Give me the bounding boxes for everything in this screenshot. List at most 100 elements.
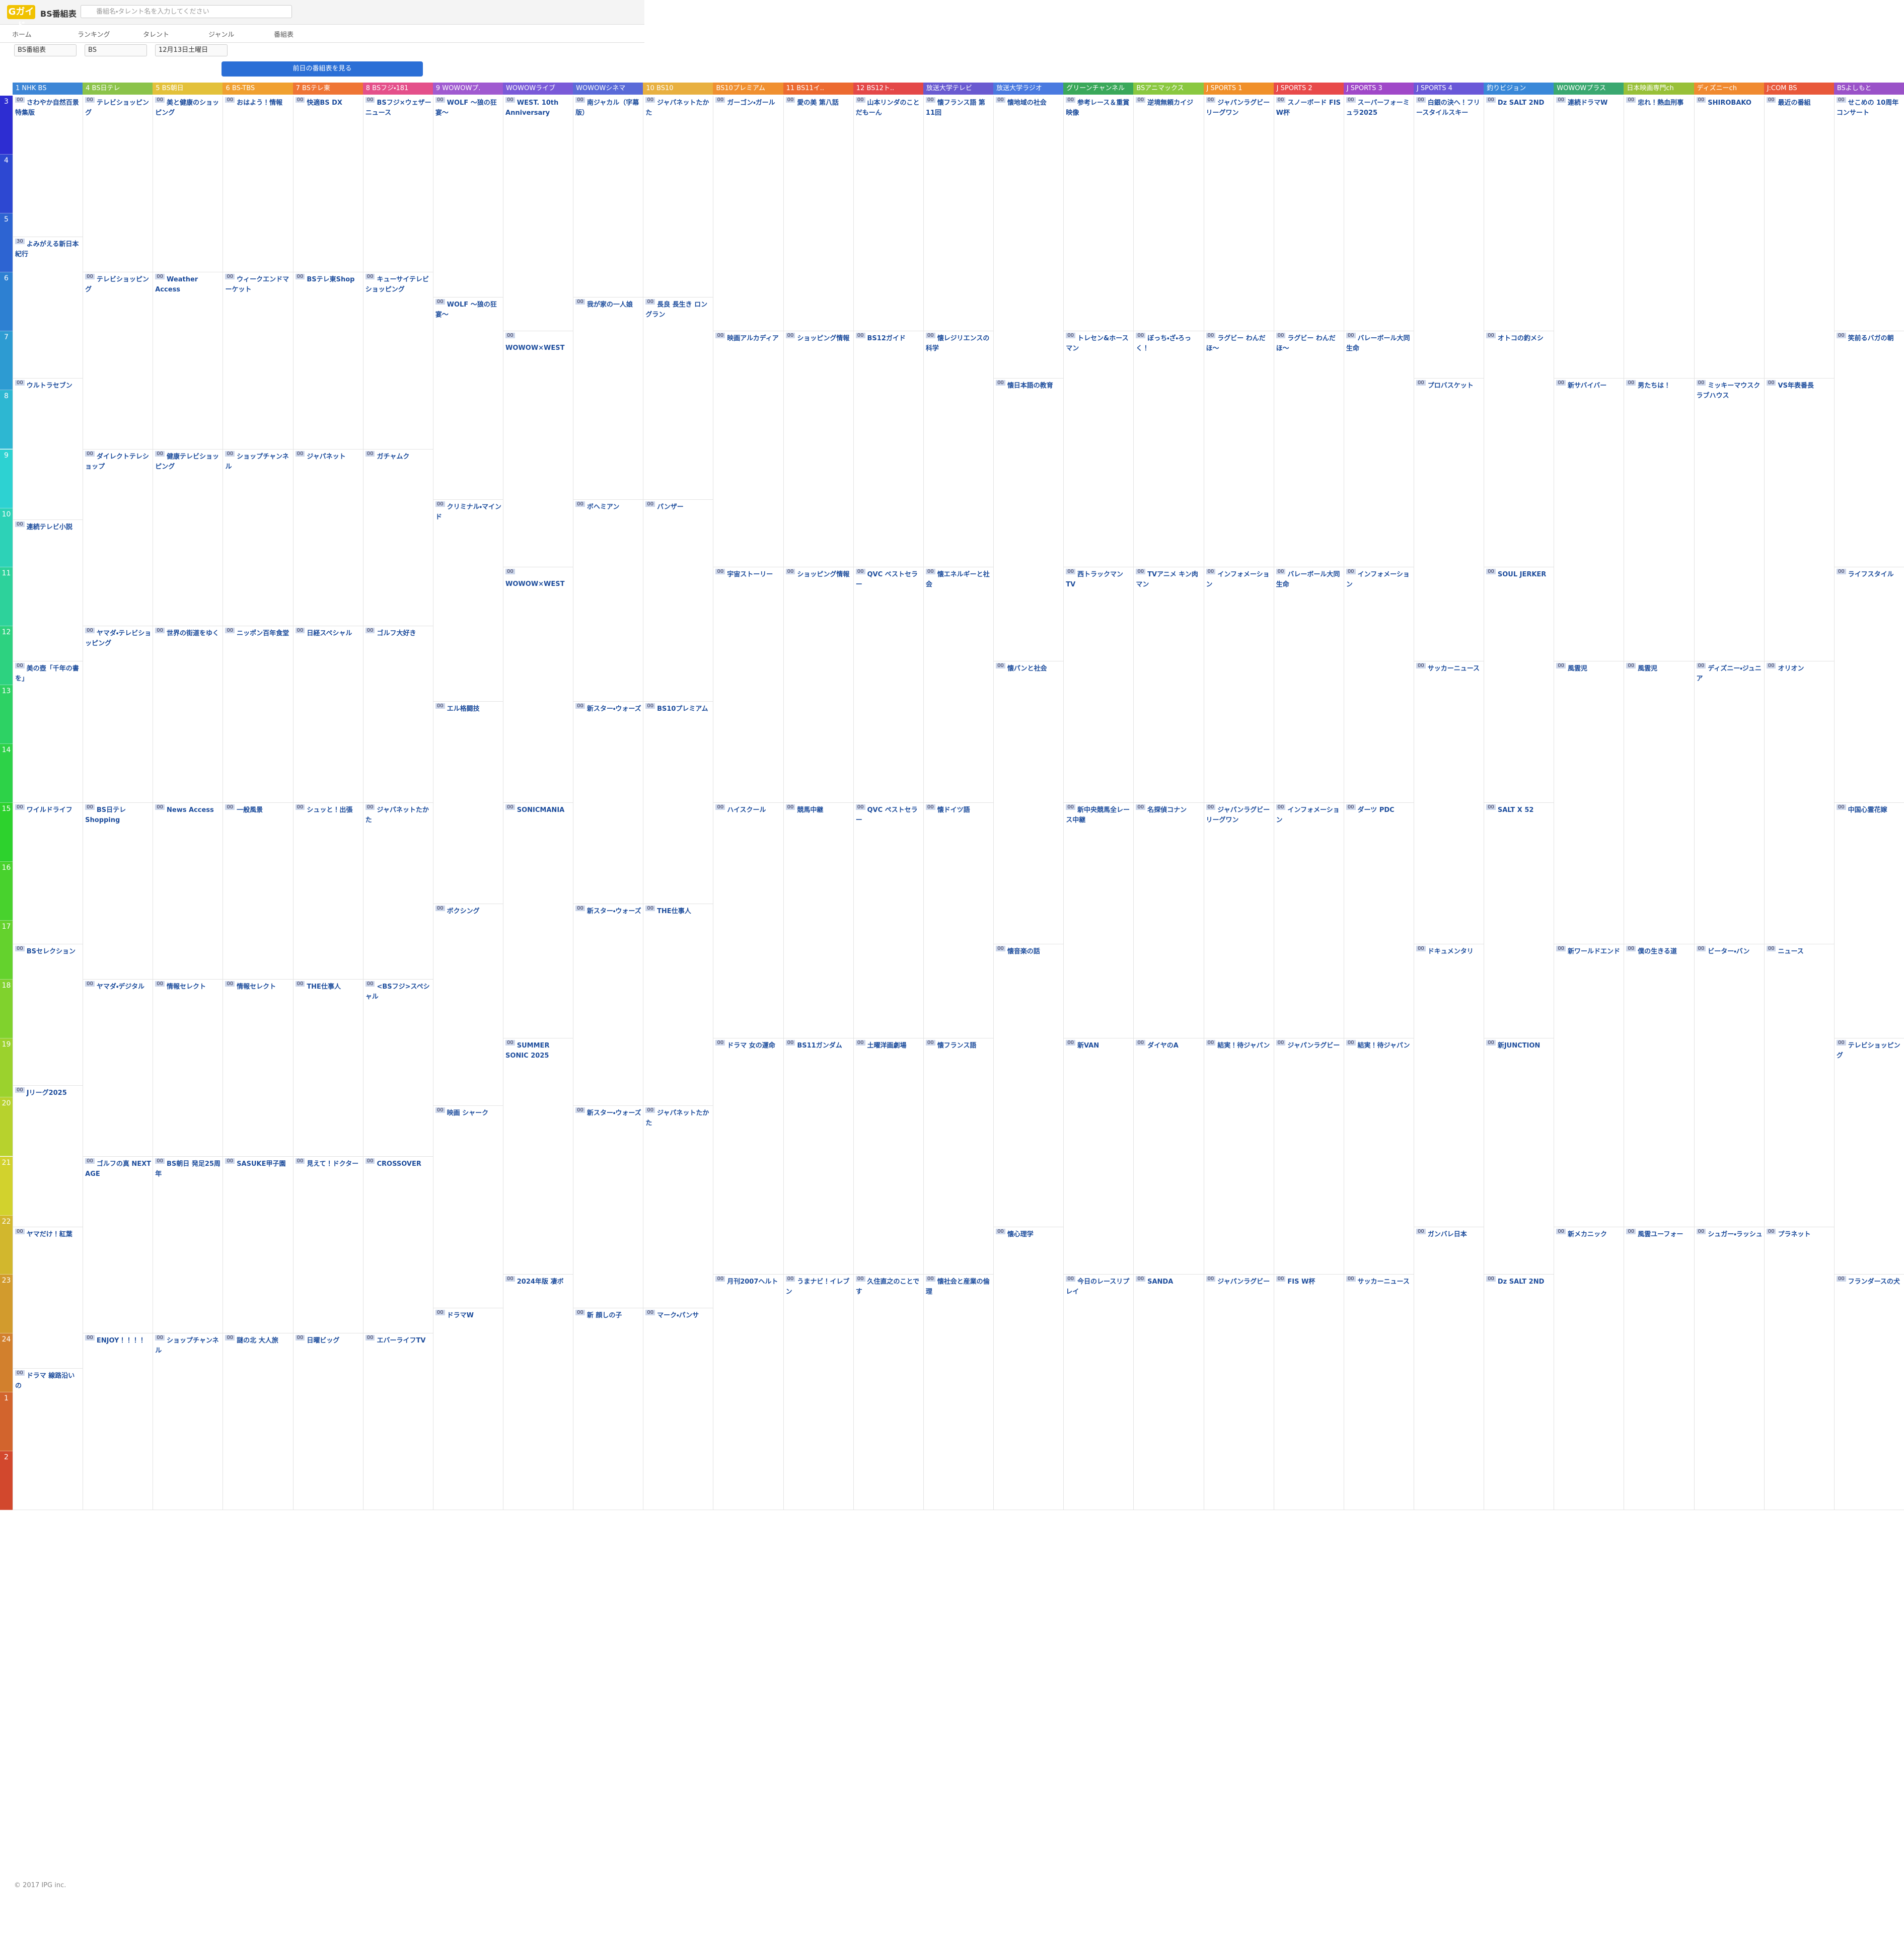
- program[interactable]: 00 THE仕事人: [643, 904, 714, 1106]
- program[interactable]: 00 謎の北 大人旅: [223, 1333, 294, 1510]
- program[interactable]: 00 WEST. 10th Anniversary: [503, 96, 574, 332]
- program[interactable]: 00 2024年版 凄ボ: [503, 1274, 574, 1510]
- filter-select[interactable]: BS番組表: [14, 44, 77, 56]
- channel-name[interactable]: WOWOWシネマ: [573, 83, 643, 95]
- nav-link[interactable]: ランキング: [78, 31, 110, 39]
- program-title[interactable]: 懐社会と産業の倫理: [925, 1278, 990, 1296]
- program[interactable]: 00 News Access: [153, 803, 224, 980]
- program-title[interactable]: 新スター・ウォーズ: [587, 705, 641, 713]
- program-title[interactable]: BSフジ×ウェザーニュース: [365, 99, 431, 117]
- program-title[interactable]: 南ジャカル（字幕版）: [575, 99, 639, 117]
- program-title[interactable]: 映画 シャーク: [447, 1109, 489, 1117]
- program[interactable]: 00 ダイレクトテレショップ: [83, 449, 154, 626]
- program-title[interactable]: バレーボール大同生命: [1346, 335, 1410, 353]
- program-title[interactable]: WEST. 10th Anniversary: [505, 99, 559, 117]
- program-title[interactable]: プロバスケット: [1427, 382, 1474, 390]
- channel-name[interactable]: 6 BS-TBS: [223, 83, 293, 95]
- program-title[interactable]: ディズニー・ジュニア: [1696, 665, 1762, 683]
- program-title[interactable]: 新VAN: [1077, 1042, 1100, 1050]
- program[interactable]: 00 QVC ペストセラー: [853, 803, 924, 1039]
- program-title[interactable]: トレセン&ホースマン: [1066, 335, 1129, 353]
- program-title[interactable]: スノーボード FIS W杯: [1276, 99, 1341, 117]
- program-title[interactable]: SONICMANIA: [517, 806, 565, 814]
- program[interactable]: 00 新JUNCTION: [1484, 1038, 1555, 1275]
- program-title[interactable]: プラネット: [1778, 1231, 1811, 1238]
- program[interactable]: 00 日経スペシャル: [293, 626, 363, 803]
- program[interactable]: 00 ウルトラセブン: [13, 379, 84, 520]
- program[interactable]: 00 新中央競馬全レース中継: [1064, 803, 1134, 1039]
- program-title[interactable]: 新スター・ウォーズ: [587, 907, 641, 915]
- program[interactable]: 00 SHIROBAKO: [1694, 96, 1765, 379]
- program[interactable]: 00 懐レジリエンスの科学: [923, 331, 994, 567]
- program-title[interactable]: 懐パンと社会: [1007, 665, 1047, 673]
- program-title[interactable]: SOUL JERKER: [1497, 570, 1547, 578]
- program[interactable]: 00 ボヘミアン: [573, 499, 644, 702]
- program[interactable]: 00 中国心霊花嫁: [1834, 803, 1904, 1039]
- program[interactable]: 00 サッカーニュース: [1414, 661, 1485, 944]
- program-title[interactable]: 西トラックマンTV: [1066, 570, 1123, 588]
- program-title[interactable]: ドキュメンタリ: [1427, 948, 1474, 955]
- program-title[interactable]: テレビショッピング: [85, 99, 149, 117]
- program-title[interactable]: 山本リンダのことだもーん: [855, 99, 920, 117]
- program-title[interactable]: 懐エネルギーと社会: [925, 570, 990, 588]
- program[interactable]: 00 ドラマ 女の運命: [713, 1038, 784, 1275]
- program[interactable]: 00 FIS W杯: [1274, 1274, 1344, 1510]
- program-title[interactable]: テレビショッピング: [1836, 1042, 1900, 1060]
- program-title[interactable]: BS11ガンダム: [797, 1042, 842, 1050]
- program-title[interactable]: ジャパンラグビー リーグワン: [1206, 806, 1270, 824]
- program[interactable]: 00 ジャパンラグビー リーグワン: [1204, 96, 1274, 332]
- program-title[interactable]: 懐フランス語: [937, 1042, 977, 1050]
- program-title[interactable]: マーク・パンサ: [657, 1311, 699, 1319]
- program-title[interactable]: 宇宙ストーリー: [727, 570, 773, 578]
- program-title[interactable]: インフォメーション: [1206, 570, 1270, 588]
- channel-name[interactable]: 11 BS11イ..: [783, 83, 853, 95]
- nav-link[interactable]: ホーム: [12, 31, 32, 39]
- program-title[interactable]: SHIROBAKO: [1708, 99, 1751, 107]
- program[interactable]: 00 インフォメーション: [1204, 567, 1274, 803]
- program[interactable]: 00 新サバイバー: [1554, 379, 1625, 661]
- program-title[interactable]: 新ワールドエンド: [1567, 948, 1620, 955]
- program-title[interactable]: ジャパネット: [307, 453, 346, 461]
- program-title[interactable]: 情報セレクト: [237, 983, 276, 991]
- program-title[interactable]: 謎の北 大人旅: [237, 1336, 278, 1345]
- filter-select[interactable]: BS: [85, 44, 147, 56]
- program-title[interactable]: 今日のレースリプレイ: [1066, 1278, 1130, 1296]
- channel-name[interactable]: グリーンチャンネル: [1063, 83, 1134, 95]
- program[interactable]: 00 SALT X 52: [1484, 803, 1555, 1039]
- channel-name[interactable]: BS10プレミアム: [713, 83, 783, 95]
- program[interactable]: 00 SASUKE甲子園: [223, 1156, 294, 1333]
- program[interactable]: 00 Weather Access: [153, 272, 224, 450]
- program[interactable]: 00 ドキュメンタリ: [1414, 944, 1485, 1227]
- program[interactable]: 00 新スター・ウォーズ: [573, 702, 644, 904]
- program[interactable]: 00 バレーボール大同生命: [1344, 331, 1414, 567]
- channel-name[interactable]: 4 BS日テレ: [83, 83, 153, 95]
- channel-name[interactable]: BSよしもと: [1834, 83, 1904, 95]
- program[interactable]: 00 シュッと！出張: [293, 803, 363, 980]
- channel-name[interactable]: J:COM BS: [1764, 83, 1834, 95]
- program[interactable]: 00 オトコの釣メシ: [1484, 331, 1555, 567]
- program-title[interactable]: THE仕事人: [307, 983, 341, 991]
- program-title[interactable]: 名探偵コナン: [1147, 806, 1187, 814]
- program[interactable]: 00 懐フランス語: [923, 1038, 994, 1275]
- program-title[interactable]: 愛の美 第八話: [797, 99, 839, 107]
- program[interactable]: 00 WOLF ～狼の狂宴～: [433, 297, 504, 500]
- program-title[interactable]: CROSSOVER: [377, 1160, 421, 1168]
- program[interactable]: 00 土曜洋画劇場: [853, 1038, 924, 1275]
- logo[interactable]: Gガイド: [7, 5, 35, 31]
- program[interactable]: 00 ショップチャンネル: [223, 449, 294, 626]
- program-title[interactable]: バレーボール大同生命: [1276, 570, 1340, 588]
- search-box[interactable]: 番組名・タレント名を入力してください: [81, 5, 292, 18]
- program-title[interactable]: 健康テレビショッピング: [155, 453, 219, 471]
- program-title[interactable]: ヤマだけ！紅葉: [26, 1231, 72, 1238]
- channel-name[interactable]: 12 BS12ト..: [853, 83, 923, 95]
- program-title[interactable]: フランダースの犬: [1848, 1278, 1900, 1286]
- program-title[interactable]: ライフスタイル: [1848, 570, 1894, 578]
- program[interactable]: 00 結実！待ジャパン: [1344, 1038, 1414, 1275]
- program[interactable]: 00 Dz SALT 2ND: [1484, 96, 1555, 332]
- program-title[interactable]: BS朝日 発足25周年: [155, 1160, 221, 1178]
- program[interactable]: 00 懐日本語の教育: [994, 379, 1064, 661]
- program[interactable]: 00 バレーボール大同生命: [1274, 567, 1344, 803]
- program-title[interactable]: 美の壺「千年の書を」: [15, 665, 79, 683]
- program[interactable]: 00 懐パンと社会: [994, 661, 1064, 944]
- program[interactable]: 00 見えて！ドクター: [293, 1156, 363, 1333]
